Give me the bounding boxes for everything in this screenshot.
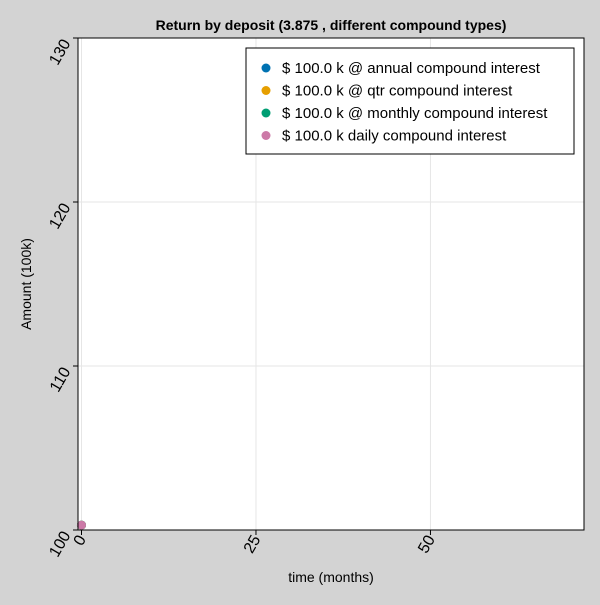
legend-marker-series-2 [261, 86, 271, 95]
y-tick-label: 100 [46, 528, 74, 560]
x-tick-label: 0 [71, 532, 90, 548]
legend-marker-series-4 [261, 131, 271, 140]
x-tick-label: 25 [241, 532, 265, 556]
y-tick-label: 130 [46, 36, 74, 68]
legend: $ 100.0 k @ annual compound interest $ 10… [245, 47, 575, 155]
y-tick-label: 110 [47, 364, 75, 395]
legend-box [245, 47, 575, 155]
plot-frame [77, 37, 585, 531]
points-layer [76, 520, 86, 530]
legend-marker-series-3 [261, 108, 271, 118]
legend-label-series-3: $ 100.0 k @ monthly compound interest [282, 105, 548, 122]
legend-items: $ 100.0 k @ annual compound interest $ 10… [261, 60, 548, 145]
legend-label-series-1: $ 100.0 k @ annual compound interest [282, 60, 541, 77]
x-axis-label: time (months) [288, 569, 374, 585]
chart-title: Return by deposit (3.875 , different com… [156, 17, 507, 33]
data-point-series-4 [76, 520, 86, 530]
x-tick-label: 50 [415, 532, 439, 556]
legend-label-series-4: $ 100.0 k daily compound interest [282, 128, 507, 145]
y-tick-label: 120 [46, 200, 74, 232]
y-axis-label: Amount (100k) [18, 238, 34, 330]
legend-marker-series-1 [261, 63, 271, 73]
legend-label-series-2: $ 100.0 k @ qtr compound interest [282, 83, 513, 100]
